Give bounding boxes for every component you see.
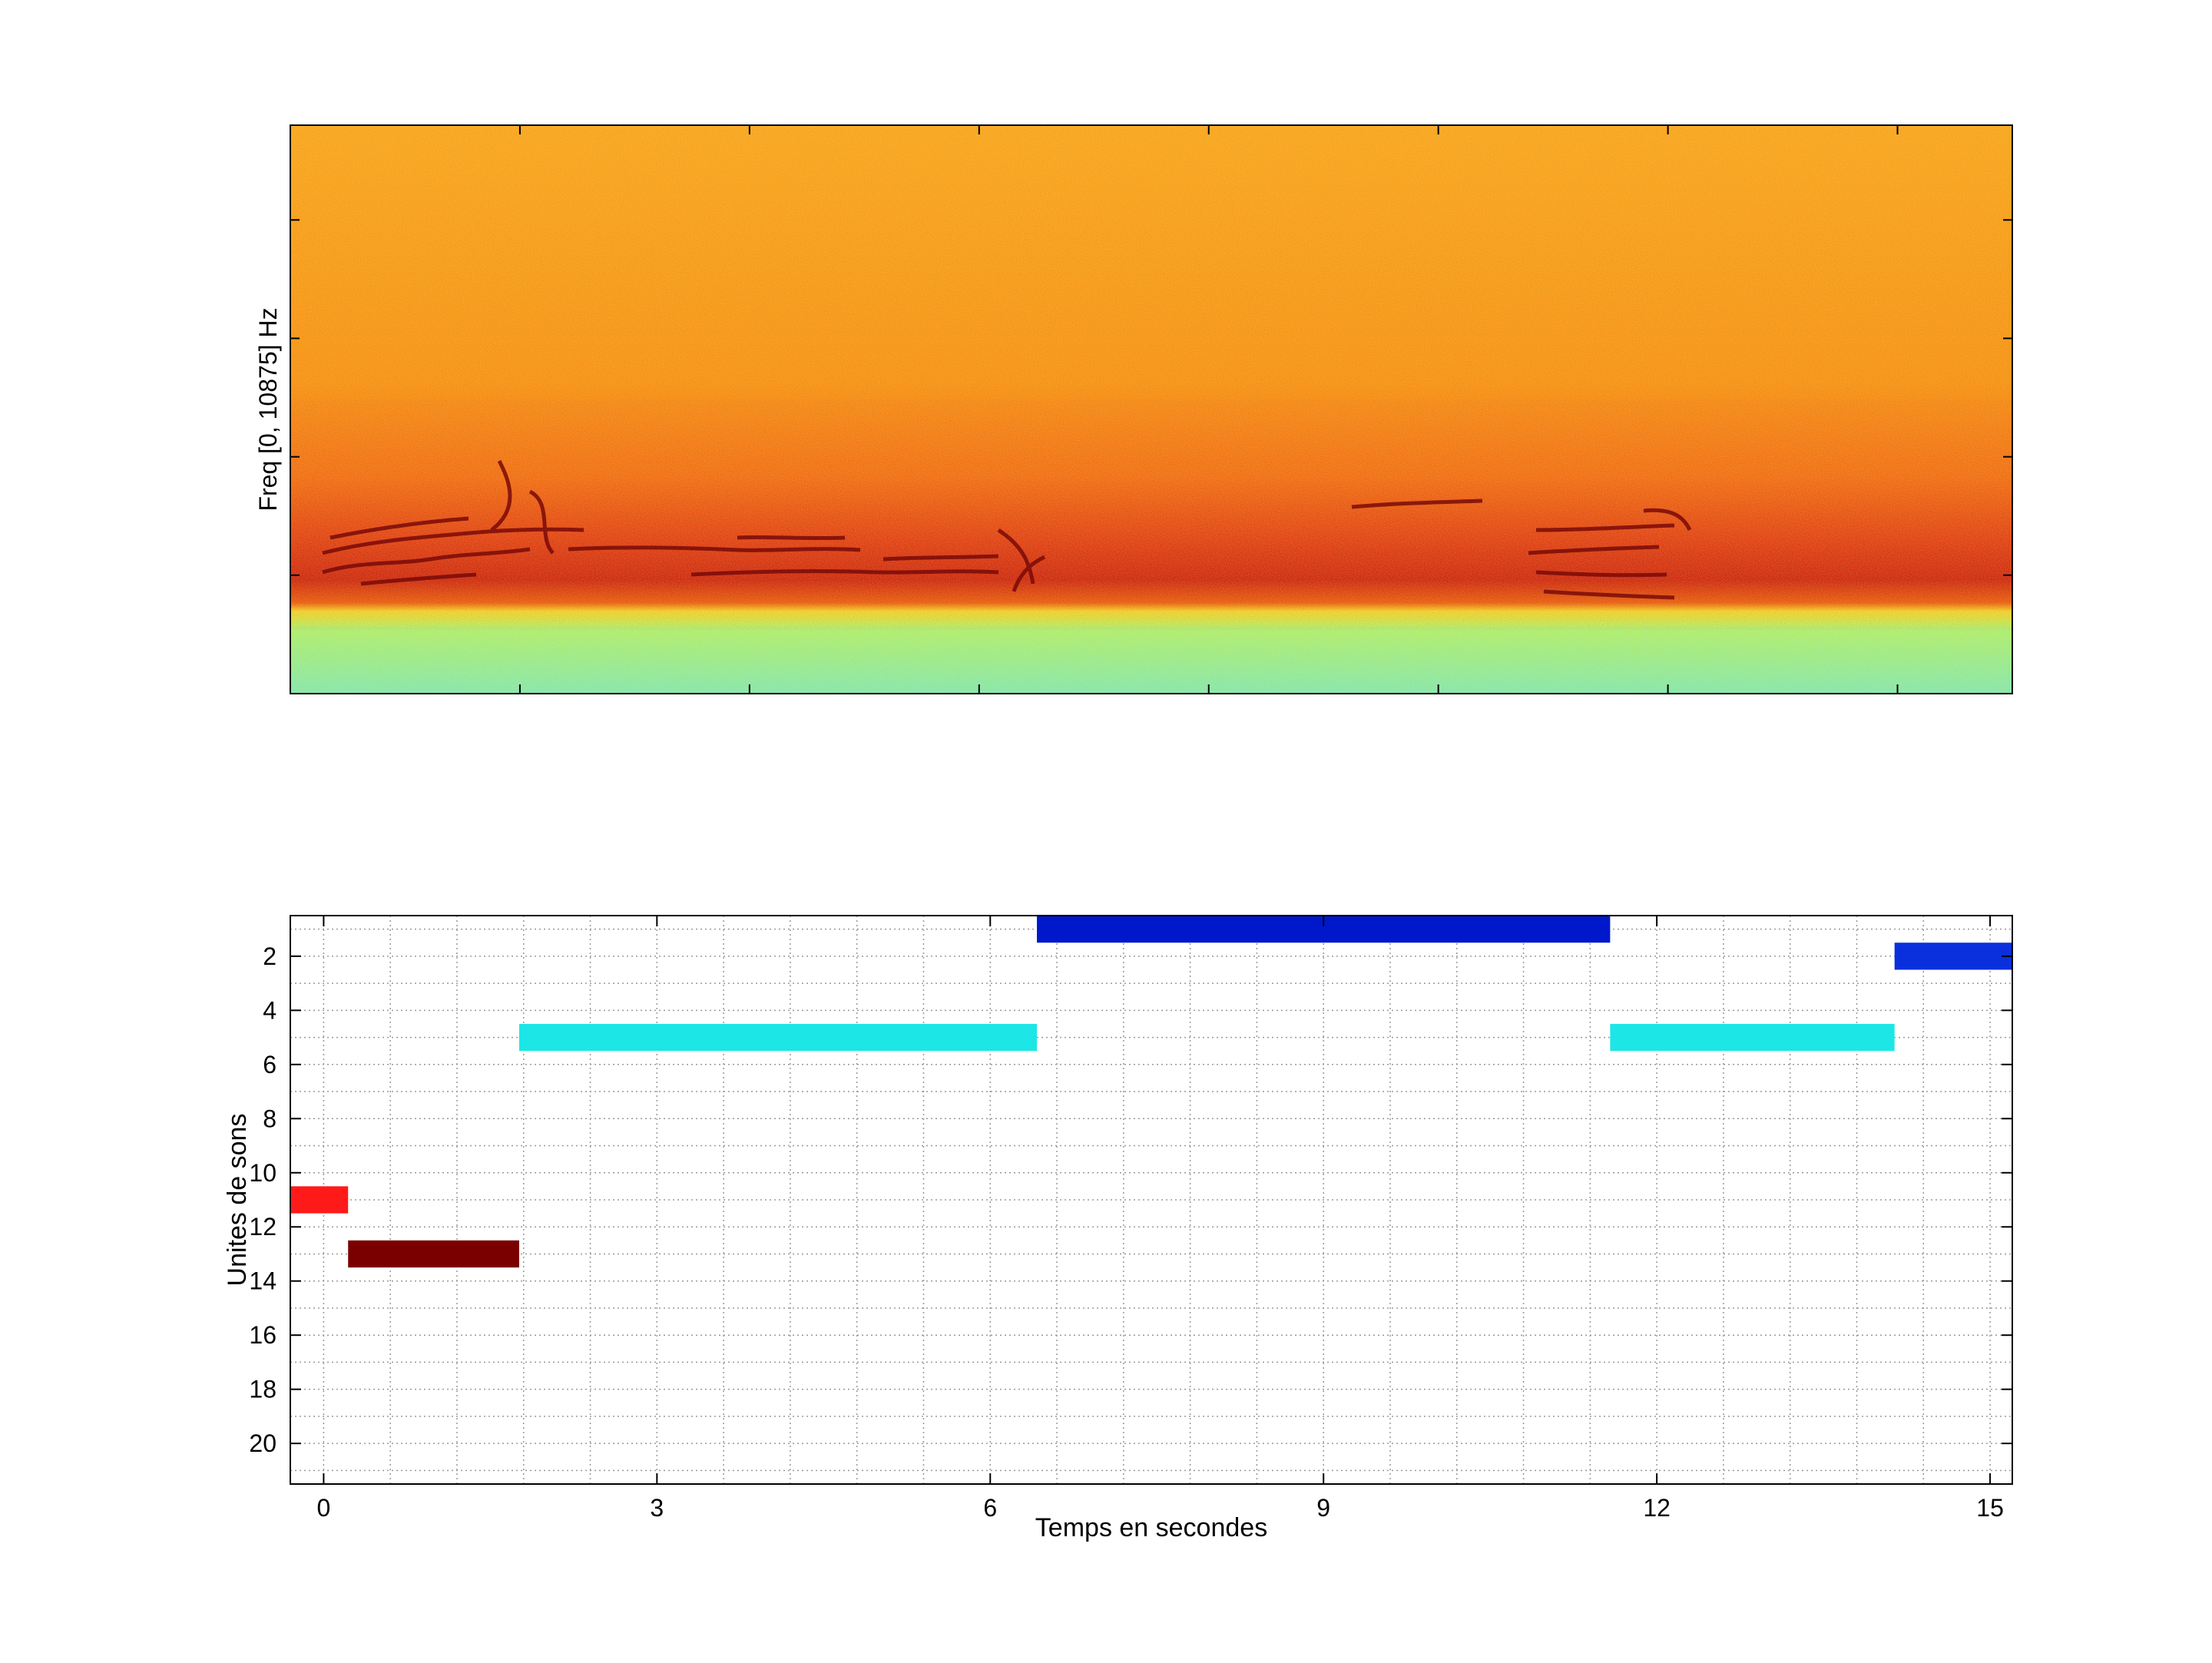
units-ticks: 0 3 6 9 12 15 2 4 6 8 10 12 14 16 18 20 bbox=[249, 916, 2012, 1522]
y-tick-label: 20 bbox=[249, 1429, 276, 1457]
spectrogram-ticks bbox=[290, 125, 2012, 694]
x-tick-label: 9 bbox=[1316, 1494, 1330, 1522]
x-tick-label: 12 bbox=[1643, 1494, 1671, 1522]
units-ylabel: Unites de sons bbox=[223, 1114, 252, 1287]
spectrogram-harmonics bbox=[322, 459, 1692, 600]
unit-segment bbox=[348, 1240, 519, 1268]
unit-segment bbox=[518, 1023, 1038, 1052]
unit-segment bbox=[1894, 942, 2012, 970]
spectrogram-frame bbox=[290, 124, 2013, 694]
units-axes: 0 3 6 9 12 15 2 4 6 8 10 12 14 16 18 20 Temps en second… bbox=[223, 915, 2013, 1542]
x-tick-label: 0 bbox=[316, 1494, 330, 1522]
y-tick-label: 2 bbox=[263, 942, 276, 970]
units-xlabel: Temps en secondes bbox=[1035, 1513, 1267, 1542]
unit-segment bbox=[1610, 1023, 1895, 1052]
x-tick-label: 15 bbox=[1976, 1494, 2004, 1522]
spectrogram-image bbox=[290, 125, 2012, 694]
y-tick-label: 8 bbox=[263, 1105, 276, 1132]
x-tick-label: 3 bbox=[650, 1494, 664, 1522]
y-tick-label: 6 bbox=[263, 1051, 276, 1078]
y-tick-label: 18 bbox=[249, 1376, 276, 1403]
unit-segment bbox=[290, 1186, 349, 1214]
units-segments bbox=[290, 916, 2012, 1268]
y-tick-label: 12 bbox=[249, 1213, 276, 1241]
y-tick-label: 4 bbox=[263, 996, 276, 1024]
spectrogram-axes: Freq [0, 10875] Hz bbox=[254, 124, 2013, 694]
y-tick-label: 16 bbox=[249, 1321, 276, 1349]
units-frame bbox=[290, 915, 2013, 1485]
y-tick-label: 10 bbox=[249, 1159, 276, 1187]
spectrogram-ylabel: Freq [0, 10875] Hz bbox=[254, 307, 282, 511]
x-tick-label: 6 bbox=[983, 1494, 997, 1522]
y-tick-label: 14 bbox=[249, 1267, 276, 1295]
